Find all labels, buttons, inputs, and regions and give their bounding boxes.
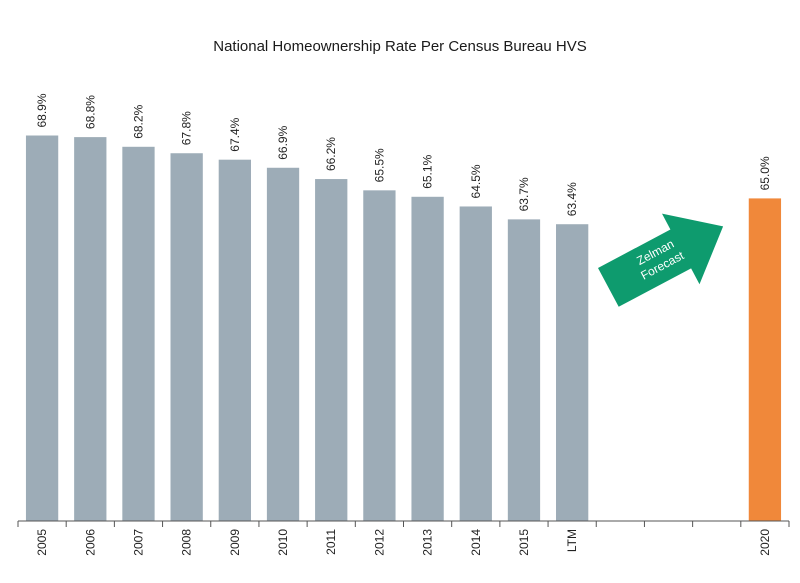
chart-title: National Homeownership Rate Per Census B… [213, 38, 587, 55]
tick-label-2008: 2008 [180, 529, 194, 556]
tick-label-2020: 2020 [758, 529, 772, 556]
bar-2008 [170, 153, 203, 522]
data-label-2009: 67.4% [228, 117, 242, 151]
bar-2013 [411, 196, 444, 522]
bar-2012 [363, 190, 396, 521]
data-label-2006: 68.8% [83, 95, 97, 129]
x-axis [17, 520, 790, 527]
data-label-2007: 68.2% [131, 104, 145, 138]
tick-label-2013: 2013 [421, 529, 435, 556]
tick-label-2015: 2015 [517, 529, 531, 556]
data-label-2013: 65.1% [421, 154, 435, 188]
data-label-2005: 68.9% [35, 93, 49, 127]
tick-label-2011: 2011 [324, 529, 338, 555]
bar-2006 [74, 137, 107, 522]
tick-label-LTM: LTM [565, 529, 579, 552]
data-label-2010: 66.9% [276, 125, 290, 159]
data-labels-group: 68.9% 68.8% 68.2% 67.8% 67.4% 66.9% 66.2% 65.5%… [35, 93, 772, 216]
tick-label-2009: 2009 [228, 529, 242, 556]
bar-2011 [315, 179, 348, 522]
tick-label-2006: 2006 [83, 529, 97, 556]
bar-2007 [122, 146, 155, 522]
tick-label-2010: 2010 [276, 529, 290, 556]
data-label-LTM: 63.4% [565, 182, 579, 216]
tick-label-2012: 2012 [372, 529, 386, 556]
tick-label-2005: 2005 [35, 529, 49, 556]
data-label-2012: 65.5% [372, 148, 386, 182]
bar-2015 [507, 219, 541, 521]
bars-group [25, 135, 782, 522]
tick-label-2007: 2007 [131, 529, 145, 556]
data-label-2011: 66.2% [324, 137, 338, 171]
bar-2005 [25, 135, 59, 521]
forecast-arrow-icon [598, 213, 724, 307]
bar-2020 [748, 198, 782, 521]
data-label-2020: 65.0% [758, 156, 772, 190]
bar-LTM [556, 224, 589, 521]
data-label-2015: 63.7% [517, 177, 531, 211]
forecast-callout: Zelman Forecast [598, 213, 724, 307]
data-label-2008: 67.8% [180, 111, 194, 145]
data-label-2014: 64.5% [469, 164, 483, 198]
x-tick-labels-group: 2005 2006 2007 2008 2009 2010 2011 2012 2013 2014… [35, 529, 772, 556]
bar-2009 [218, 159, 251, 521]
bar-2010 [266, 167, 300, 521]
tick-label-2014: 2014 [469, 529, 483, 556]
bar-2014 [459, 206, 492, 521]
